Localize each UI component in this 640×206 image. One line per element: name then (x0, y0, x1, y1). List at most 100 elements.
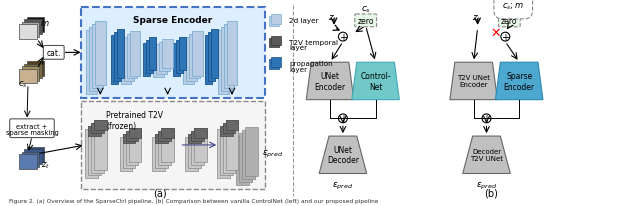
Polygon shape (26, 147, 44, 162)
Polygon shape (158, 131, 171, 165)
Text: $c_s$: $c_s$ (18, 80, 28, 90)
Text: Figure 2. (a) Overview of the SparseCtrl pipeline. (b) Comparison between vanill: Figure 2. (a) Overview of the SparseCtrl… (9, 198, 379, 203)
Polygon shape (245, 128, 259, 177)
Polygon shape (220, 127, 232, 176)
Polygon shape (92, 25, 103, 89)
FancyBboxPatch shape (81, 8, 265, 98)
Polygon shape (91, 124, 104, 173)
Polygon shape (120, 41, 131, 85)
Text: cat.: cat. (47, 49, 61, 58)
Polygon shape (220, 127, 232, 136)
Polygon shape (271, 58, 280, 68)
Polygon shape (124, 38, 134, 82)
Polygon shape (22, 152, 40, 167)
Polygon shape (271, 15, 280, 25)
Text: UNet
Decoder: UNet Decoder (327, 145, 359, 165)
Text: extract +: extract + (17, 124, 47, 130)
Text: (a): (a) (153, 187, 166, 197)
Polygon shape (111, 35, 118, 84)
Polygon shape (188, 134, 201, 144)
Circle shape (339, 33, 348, 42)
Polygon shape (227, 22, 237, 86)
Polygon shape (22, 23, 40, 37)
Circle shape (339, 114, 348, 123)
Polygon shape (24, 150, 42, 164)
Text: $z_t$: $z_t$ (472, 14, 481, 24)
Polygon shape (208, 33, 214, 82)
Polygon shape (156, 134, 168, 144)
Text: Sparse
Encoder: Sparse Encoder (504, 72, 535, 91)
FancyBboxPatch shape (355, 15, 376, 28)
Polygon shape (26, 62, 44, 77)
Text: $\epsilon_{pred}$: $\epsilon_{pred}$ (262, 149, 283, 159)
Polygon shape (127, 35, 138, 79)
Text: Sparse Encoder: Sparse Encoder (134, 16, 212, 25)
Polygon shape (91, 124, 104, 133)
Polygon shape (236, 136, 250, 185)
Polygon shape (158, 131, 171, 141)
Polygon shape (205, 35, 212, 84)
Polygon shape (269, 38, 278, 48)
Text: $z_t$: $z_t$ (328, 14, 337, 24)
Polygon shape (162, 39, 173, 69)
Text: layer: layer (289, 67, 308, 73)
Text: Control-
Net: Control- Net (360, 72, 391, 91)
Polygon shape (19, 154, 37, 169)
Polygon shape (154, 48, 164, 78)
Circle shape (501, 33, 510, 42)
Polygon shape (123, 134, 136, 168)
Polygon shape (123, 134, 136, 144)
Polygon shape (19, 69, 37, 84)
Polygon shape (86, 31, 97, 95)
Polygon shape (149, 37, 156, 71)
Text: zero: zero (501, 17, 518, 26)
Polygon shape (89, 28, 100, 92)
Text: $c_s; m$: $c_s; m$ (502, 1, 524, 12)
Polygon shape (186, 38, 197, 82)
Polygon shape (129, 128, 141, 162)
FancyBboxPatch shape (499, 15, 520, 28)
Text: Pretrained T2V
(frozen): Pretrained T2V (frozen) (106, 111, 163, 130)
Polygon shape (189, 35, 200, 79)
Polygon shape (194, 128, 207, 162)
Polygon shape (161, 128, 174, 162)
Text: $z_t$: $z_t$ (41, 160, 50, 170)
Polygon shape (94, 121, 107, 131)
Polygon shape (188, 134, 201, 168)
Polygon shape (218, 31, 228, 95)
Polygon shape (225, 121, 239, 131)
Polygon shape (81, 101, 265, 189)
Polygon shape (450, 63, 497, 100)
Polygon shape (129, 128, 141, 138)
Polygon shape (495, 63, 543, 100)
Polygon shape (269, 60, 278, 70)
Text: +: + (339, 33, 347, 42)
Circle shape (482, 114, 491, 123)
Text: $\epsilon_{pred}$: $\epsilon_{pred}$ (476, 180, 497, 191)
Polygon shape (26, 18, 44, 33)
Polygon shape (120, 137, 132, 171)
Polygon shape (125, 131, 138, 141)
Polygon shape (114, 33, 120, 82)
Polygon shape (269, 17, 278, 27)
Text: +: + (339, 114, 347, 124)
FancyBboxPatch shape (10, 119, 54, 138)
Polygon shape (221, 28, 232, 92)
Text: T2V UNet
Encoder: T2V UNet Encoder (457, 75, 490, 88)
Polygon shape (223, 25, 234, 89)
Polygon shape (211, 30, 218, 79)
Polygon shape (24, 64, 42, 79)
Text: 2d layer: 2d layer (289, 18, 319, 24)
Polygon shape (143, 43, 150, 77)
Polygon shape (19, 25, 37, 40)
Polygon shape (307, 63, 354, 100)
Polygon shape (239, 133, 252, 183)
Text: T2V temporal: T2V temporal (289, 39, 339, 45)
Polygon shape (22, 67, 40, 82)
Polygon shape (271, 36, 280, 46)
Polygon shape (191, 131, 204, 141)
Polygon shape (225, 121, 239, 170)
Polygon shape (156, 45, 167, 75)
Polygon shape (183, 41, 194, 85)
Polygon shape (463, 136, 510, 174)
